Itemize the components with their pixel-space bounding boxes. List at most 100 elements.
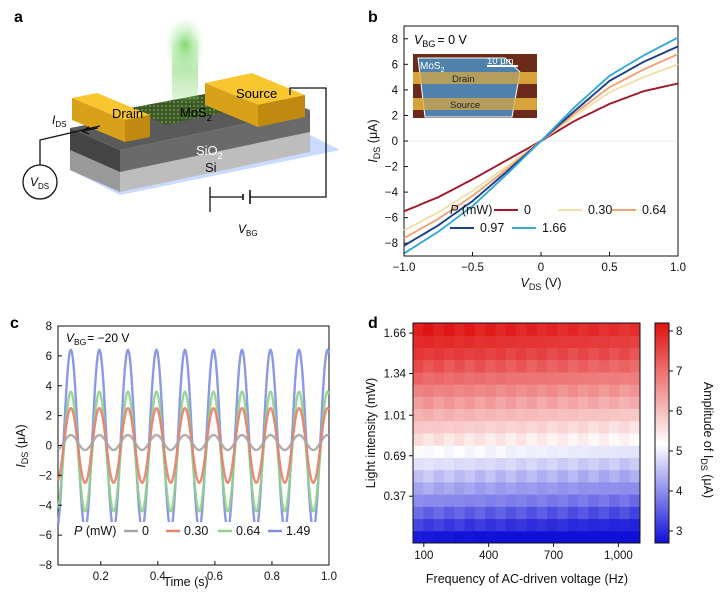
heatmap-cell	[578, 396, 589, 410]
heatmap-cell	[526, 335, 538, 348]
heatmap-cell	[526, 506, 538, 520]
heatmap-cell	[609, 445, 620, 458]
light-beam	[172, 40, 198, 100]
heatmap-cell	[578, 384, 589, 397]
heatmap-cell	[547, 408, 558, 422]
time-x-tick-label: 0.8	[264, 571, 280, 583]
time-series-group	[56, 348, 331, 531]
heatmap-cell	[443, 420, 455, 434]
heatmap-cell	[474, 481, 486, 495]
heatmap-cell	[433, 347, 445, 361]
heatmap-cell	[413, 481, 424, 495]
heatmap-cell	[588, 347, 600, 361]
iv-y-tick-label: −2	[385, 162, 398, 174]
heatmap-cell	[598, 494, 610, 507]
heatmap-cell	[588, 420, 600, 434]
heatmap-cell	[619, 506, 631, 520]
heatmap-cell	[598, 335, 610, 348]
heatmap-cell	[578, 433, 589, 446]
time-y-tick-label: −6	[39, 530, 52, 542]
heatmap-cell	[474, 359, 486, 373]
heatmap-cell	[547, 457, 558, 471]
heatmap-cell	[588, 457, 600, 471]
panel-a-letter: a	[14, 9, 23, 26]
heatmap-cell	[485, 433, 497, 446]
iv-y-tick-label: −6	[385, 213, 398, 225]
iv-axis-ticks: −1.0 −0.5 0 0.5 1.0 −8 −6 −4 −2 0 2 4 6 8	[385, 34, 686, 274]
heatmap-cell	[433, 396, 445, 410]
heatmap-cell	[443, 347, 455, 361]
iv-x-tick-label: 1.0	[670, 262, 686, 274]
heatmap-cell	[516, 420, 527, 434]
heatmap-cell	[557, 396, 569, 410]
heatmap-cell	[454, 335, 466, 348]
iv-x-tick-label: −1.0	[393, 262, 416, 274]
heatmap-cell	[443, 457, 455, 471]
heatmap-cell	[474, 445, 486, 458]
time-legend-title: P (mW)	[74, 524, 116, 538]
device-schematic: Drain Source MoS2 SiO2 Si VDS IDS VBG	[22, 17, 340, 238]
heatmap-cell	[557, 494, 569, 507]
time-y-tick-label: 0	[46, 441, 52, 453]
heatmap-cell	[578, 518, 589, 532]
heatmap-cell	[443, 530, 455, 544]
heatmap-cell	[609, 384, 620, 397]
heatmap-cell	[578, 481, 589, 495]
heatmap-y-tick-label: 0.69	[384, 451, 406, 463]
iv-x-tick-label: 0	[538, 262, 544, 274]
heatmap-cell	[464, 359, 476, 373]
sio2-left-face	[70, 128, 120, 172]
heatmap-cell	[423, 396, 435, 410]
heatmap-cell	[516, 384, 527, 397]
heatmap-cell	[526, 481, 538, 495]
heatmap-cell	[547, 481, 558, 495]
panel-d-letter: d	[368, 315, 378, 332]
heatmap-cell	[516, 335, 527, 348]
heatmap-cell	[588, 323, 600, 336]
heatmap-cell	[485, 347, 497, 361]
heatmap-cell	[505, 518, 517, 532]
time-legend: P (mW) 0 0.30 0.64 1.49	[74, 524, 310, 538]
heatmap-cell	[567, 335, 579, 348]
heatmap-cell	[495, 494, 507, 507]
panel-b-letter: b	[368, 9, 378, 26]
heatmap-cell	[598, 469, 610, 483]
heatmap-cell	[433, 481, 445, 495]
ids-arrow	[81, 127, 99, 132]
heatmap-cell	[598, 323, 610, 336]
iv-legend: P (mW) 0 0.30 0.64 0.97 1.66	[450, 203, 666, 235]
heatmap-cell	[495, 469, 507, 483]
heatmap-cell	[433, 384, 445, 397]
heatmap-cell	[464, 445, 476, 458]
heatmap-cell	[433, 530, 445, 544]
heatmap-cell	[567, 396, 579, 410]
heatmap-cell	[454, 384, 466, 397]
inset-scale-label: 10 μm	[487, 56, 514, 67]
heatmap-cell	[433, 469, 445, 483]
time-x-tick-label: 0.2	[93, 571, 109, 583]
heatmap-cell	[423, 420, 435, 434]
heatmap-frame	[412, 322, 641, 544]
heatmap-cell	[526, 433, 538, 446]
heatmap-cell	[578, 420, 589, 434]
heatmap-cell	[547, 445, 558, 458]
heatmap-cell	[495, 396, 507, 410]
heatmap-cell	[567, 518, 579, 532]
heatmap-cell	[464, 494, 476, 507]
source-wire	[250, 87, 327, 198]
heatmap-cell	[567, 408, 579, 422]
heatmap-cell	[433, 518, 445, 532]
heatmap-cell	[609, 396, 620, 410]
iv-legend-label: 0	[524, 203, 531, 217]
heatmap-cell	[557, 335, 569, 348]
mos2-label: MoS2	[180, 105, 212, 123]
heatmap-cell	[454, 371, 466, 385]
heatmap-cell	[413, 469, 424, 483]
heatmap-cell	[557, 469, 569, 483]
time-y-tick-label: 4	[46, 381, 53, 393]
heatmap-cell	[547, 506, 558, 520]
heatmap-cell	[454, 433, 466, 446]
heatmap-cell	[588, 408, 600, 422]
heatmap-cell	[516, 359, 527, 373]
